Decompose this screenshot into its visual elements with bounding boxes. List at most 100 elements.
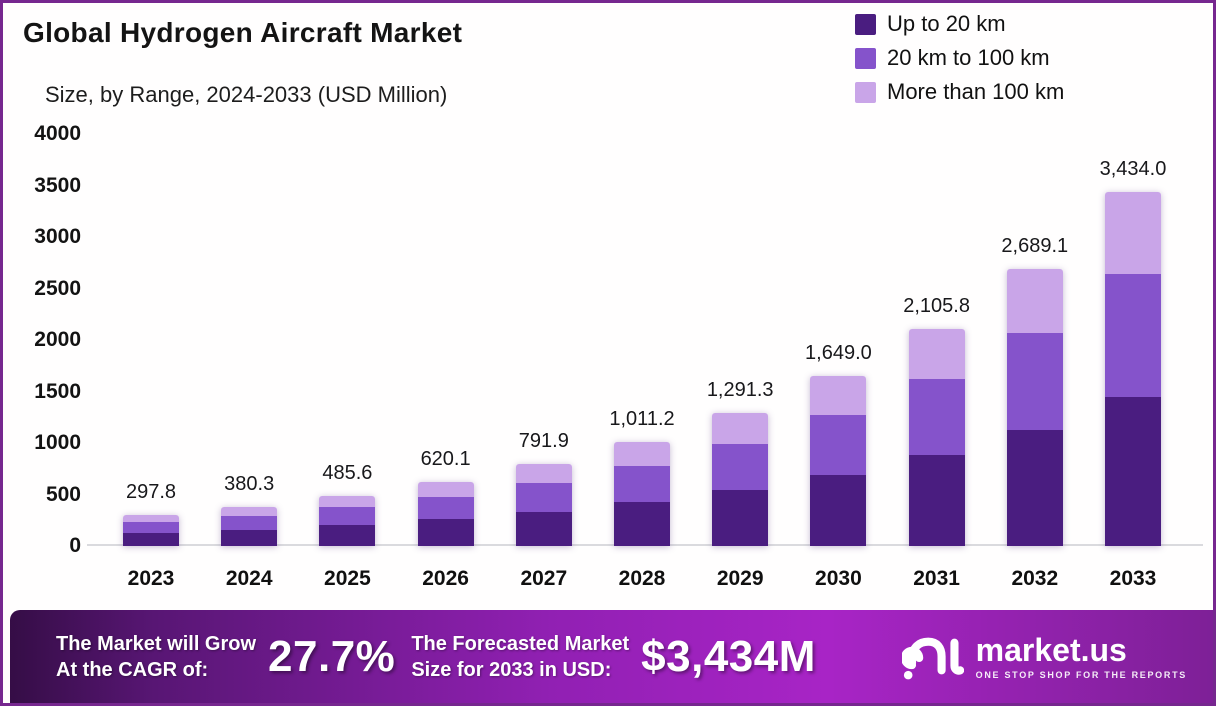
bar-segment-more-than-100-km bbox=[810, 376, 867, 416]
bar-2028 bbox=[614, 441, 670, 546]
bar-segment-more-than-100-km bbox=[1105, 192, 1161, 274]
bar-segment-up-to-20-km bbox=[1105, 397, 1161, 546]
brand-tagline: ONE STOP SHOP FOR THE REPORTS bbox=[975, 669, 1187, 680]
bar-value-label-2032: 2,689.1 bbox=[1001, 235, 1069, 258]
y-tick-label: 0 bbox=[69, 534, 81, 557]
y-tick-label: 2000 bbox=[34, 328, 81, 351]
legend-swatch-icon bbox=[855, 81, 876, 103]
x-tick-label-2025: 2025 bbox=[324, 567, 371, 590]
bar-segment-more-than-100-km bbox=[908, 329, 965, 379]
bar-segment-more-than-100-km bbox=[614, 441, 670, 466]
forecast-value: $3,434M bbox=[641, 631, 816, 681]
bar-value-label-2028: 1,011.2 bbox=[609, 407, 675, 430]
bar-segment-20-km-to-100-km bbox=[614, 465, 670, 503]
bar-segment-20-km-to-100-km bbox=[1006, 332, 1063, 430]
bar-value-label-2033: 3,434.0 bbox=[1099, 158, 1167, 181]
x-tick-label-2030: 2030 bbox=[815, 567, 862, 590]
bar-segment-20-km-to-100-km bbox=[417, 496, 474, 520]
legend-label: Up to 20 km bbox=[887, 11, 1006, 36]
forecast-label-line2: Size for 2033 in USD: bbox=[411, 658, 612, 681]
bar-value-label-2029: 1,291.3 bbox=[706, 379, 774, 401]
bar-segment-20-km-to-100-km bbox=[712, 443, 769, 491]
y-tick-label: 3500 bbox=[34, 173, 81, 197]
page-title: Global Hydrogen Aircraft Market bbox=[23, 17, 463, 48]
bar-segment-more-than-100-km bbox=[515, 464, 572, 484]
cagr-value: 27.7% bbox=[268, 631, 396, 681]
bar-2026 bbox=[417, 482, 474, 546]
bar-value-label-2025: 485.6 bbox=[322, 461, 373, 484]
legend-item-up-to-20km: Up to 20 km bbox=[855, 11, 1064, 37]
bar-segment-up-to-20-km bbox=[417, 519, 474, 546]
brand-logo: market.us ONE STOP SHOP FOR THE REPORTS bbox=[901, 631, 1187, 683]
bar-segment-up-to-20-km bbox=[810, 474, 867, 546]
y-tick-label: 3000 bbox=[34, 225, 81, 248]
bar-segment-20-km-to-100-km bbox=[908, 379, 965, 455]
bar-2024 bbox=[221, 506, 278, 546]
bar-segment-more-than-100-km bbox=[123, 515, 179, 523]
forecast-label-line1: The Forecasted Market bbox=[411, 632, 630, 655]
legend-item-more-than-100km: More than 100 km bbox=[855, 79, 1064, 105]
bar-segment-more-than-100-km bbox=[319, 496, 376, 508]
legend-label: More than 100 km bbox=[887, 79, 1065, 104]
y-tick-label: 4000 bbox=[34, 122, 81, 145]
x-tick-label-2032: 2032 bbox=[1011, 567, 1059, 590]
x-tick-label-2023: 2023 bbox=[127, 567, 175, 590]
cagr-label-line2: At the CAGR of: bbox=[56, 658, 209, 681]
bar-2031 bbox=[908, 329, 965, 546]
bar-segment-more-than-100-km bbox=[417, 482, 474, 497]
x-tick-label-2029: 2029 bbox=[716, 567, 764, 590]
bar-segment-more-than-100-km bbox=[221, 506, 278, 516]
bar-segment-up-to-20-km bbox=[123, 533, 179, 546]
bar-segment-20-km-to-100-km bbox=[1105, 273, 1161, 398]
bar-segment-up-to-20-km bbox=[614, 502, 670, 546]
x-tick-label-2033: 2033 bbox=[1109, 567, 1157, 590]
forecast-label: The Forecasted Market Size for 2033 in U… bbox=[411, 631, 629, 683]
bar-2029 bbox=[712, 413, 769, 546]
bar-value-label-2023: 297.8 bbox=[125, 481, 177, 504]
bar-2030 bbox=[810, 376, 867, 546]
x-tick-label-2026: 2026 bbox=[422, 567, 469, 590]
bar-2023 bbox=[123, 515, 179, 546]
bar-segment-20-km-to-100-km bbox=[319, 507, 376, 525]
bar-value-label-2030: 1,649.0 bbox=[805, 342, 872, 365]
bar-segment-20-km-to-100-km bbox=[221, 515, 278, 530]
x-tick-label-2028: 2028 bbox=[618, 567, 666, 590]
legend-item-20km-to-100km: 20 km to 100 km bbox=[855, 45, 1064, 71]
bar-segment-20-km-to-100-km bbox=[810, 415, 867, 475]
legend-swatch-icon bbox=[855, 47, 876, 69]
bar-segment-up-to-20-km bbox=[515, 511, 572, 546]
x-tick-label-2024: 2024 bbox=[225, 567, 273, 590]
footer-banner: The Market will Grow At the CAGR of: 27.… bbox=[10, 610, 1213, 703]
x-tick-label-2031: 2031 bbox=[913, 567, 960, 590]
bar-segment-up-to-20-km bbox=[908, 454, 965, 546]
x-tick-label-2027: 2027 bbox=[520, 567, 568, 590]
bar-segment-up-to-20-km bbox=[221, 529, 278, 546]
y-tick-label: 500 bbox=[45, 482, 81, 506]
bar-2032 bbox=[1006, 269, 1063, 546]
bar-value-label-2024: 380.3 bbox=[224, 472, 275, 495]
brand-text: market.us ONE STOP SHOP FOR THE REPORTS bbox=[976, 634, 1187, 680]
bar-2027 bbox=[515, 464, 572, 546]
bar-value-label-2026: 620.1 bbox=[420, 448, 471, 471]
bar-value-label-2027: 791.9 bbox=[518, 430, 569, 453]
bar-segment-up-to-20-km bbox=[712, 490, 769, 546]
y-tick-label: 2500 bbox=[34, 276, 81, 300]
cagr-label-line1: The Market will Grow bbox=[56, 632, 257, 655]
bar-2025 bbox=[319, 496, 376, 546]
legend-swatch-icon bbox=[855, 13, 876, 35]
marketus-logo-icon bbox=[901, 637, 964, 679]
bar-segment-more-than-100-km bbox=[712, 413, 769, 444]
y-tick-label: 1500 bbox=[34, 379, 81, 403]
bar-segment-20-km-to-100-km bbox=[515, 483, 572, 512]
legend: Up to 20 km 20 km to 100 km More than 10… bbox=[855, 11, 1064, 105]
plot-area: 297.8 380.3 485.6 620.1 791.9 1,011.2 1,291.3 1… bbox=[91, 134, 1201, 546]
y-tick-label: 1000 bbox=[34, 431, 81, 454]
bar-segment-more-than-100-km bbox=[1006, 269, 1063, 333]
bar-segment-up-to-20-km bbox=[319, 524, 376, 546]
page-subtitle: Size, by Range, 2024-2033 (USD Million) bbox=[45, 82, 448, 107]
bar-value-label-2031: 2,105.8 bbox=[903, 295, 970, 318]
bar-segment-20-km-to-100-km bbox=[123, 522, 179, 534]
bar-2033 bbox=[1105, 192, 1161, 546]
cagr-label: The Market will Grow At the CAGR of: bbox=[56, 631, 256, 683]
